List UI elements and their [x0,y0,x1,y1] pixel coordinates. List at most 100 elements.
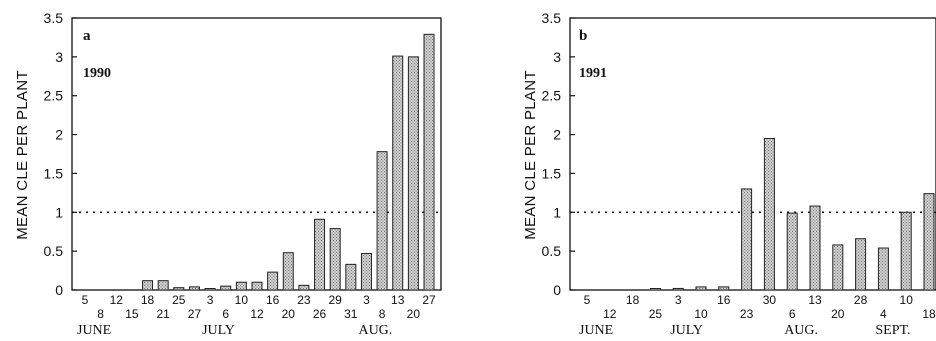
bar [157,280,169,291]
x-tick-label: 30 [763,293,777,307]
x-tick-label: 10 [900,293,914,307]
y-tick-label: 3.5 [542,10,562,26]
y-tick-label: 1 [55,204,63,220]
month-label: JULY [670,323,703,338]
bar [407,56,419,291]
bar [695,286,707,291]
bar [173,287,185,291]
bar [314,218,326,291]
x-tick-label: 20 [282,307,296,321]
y-tick-label: 3 [553,49,561,65]
bar [376,151,388,291]
year-label: 1990 [83,66,111,81]
y-tick-label: 2.5 [542,88,562,104]
x-tick-label: 13 [391,293,405,307]
x-tick-label: 15 [125,307,139,321]
bar [267,271,279,291]
y-tick-label: 3 [55,49,63,65]
x-tick-label: 21 [157,307,171,321]
x-tick-label: 6 [789,307,796,321]
month-label: AUG. [784,323,818,338]
bar [392,55,404,291]
bar [235,281,247,291]
chart-panel-b: MEAN CLE PER PLANT b 1991 0 0.5 1 1.5 2 2.5 3 3… [522,10,936,338]
bar [360,252,372,291]
bar [220,285,232,291]
x-tick-label: 20 [831,307,845,321]
bar [718,286,730,291]
y-tick-label: 2 [553,127,561,143]
month-label: JUNE [579,323,613,338]
x-tick-label: 27 [188,307,202,321]
bar [282,252,294,291]
x-tick-label: 3 [207,293,214,307]
x-tick-label: 12 [250,307,264,321]
y-tick-label: 3.5 [44,10,64,26]
y-axis-label: MEAN CLE PER PLANT [522,70,539,240]
y-axis-label: MEAN CLE PER PLANT [14,70,31,240]
x-tick-label: 12 [603,307,617,321]
y-tick-label: 1 [553,204,561,220]
bar [900,211,912,291]
x-tick-label: 5 [82,293,89,307]
bar [251,281,263,291]
bar [855,238,867,291]
y-tick-label: 2.5 [44,88,64,104]
x-tick-label: 29 [329,293,343,307]
bar [142,280,154,291]
x-tick-label: 28 [854,293,868,307]
bar [345,263,357,291]
chart-panel-a: MEAN CLE PER PLANT a 1990 00.511.522.533… [14,10,442,338]
x-tick-label: 18 [626,293,640,307]
bar [832,244,844,291]
x-tick-label: 8 [97,307,104,321]
month-label: SEPT. [875,323,910,338]
bar [741,188,753,291]
x-tick-label: 25 [649,307,663,321]
plot-frame [569,17,936,291]
x-tick-label: 13 [808,293,822,307]
bar [204,288,216,291]
x-tick-label: 23 [740,307,754,321]
x-tick-label: 20 [407,307,421,321]
bar [188,286,200,291]
x-tick-label: 26 [313,307,327,321]
x-tick-label: 3 [675,293,682,307]
x-tick-label: 6 [222,307,229,321]
bar [809,205,821,291]
y-tick-label: 0 [553,282,561,298]
panel-label: b [579,28,587,44]
bar [649,288,661,291]
x-tick-label: 12 [110,293,124,307]
x-tick-label: 18 [922,307,936,321]
y-tick-label: 1.5 [44,165,64,181]
x-tick-label: 3 [363,293,370,307]
bar [763,137,775,291]
x-tick-label: 18 [141,293,155,307]
year-label: 1991 [579,66,607,81]
bar [672,287,684,291]
x-tick-label: 5 [584,293,591,307]
bar [786,212,798,291]
x-tick-label: 31 [344,307,358,321]
y-tick-label: 0.5 [542,243,562,259]
month-label: AUG. [358,323,392,338]
x-tick-label: 23 [297,293,311,307]
month-label: JULY [202,323,235,338]
x-tick-label: 10 [694,307,708,321]
bar [298,284,310,291]
x-tick-label: 16 [266,293,280,307]
x-tick-label: 27 [422,293,436,307]
x-tick-label: 25 [172,293,186,307]
bar [329,228,341,291]
y-tick-label: 1.5 [542,165,562,181]
x-tick-label: 8 [379,307,386,321]
bar [923,193,935,291]
y-tick-label: 0.5 [44,243,64,259]
x-tick-label: 4 [880,307,887,321]
y-tick-label: 2 [55,127,63,143]
x-tick-label: 16 [717,293,731,307]
bar [877,247,889,291]
y-tick-label: 0 [55,282,63,298]
